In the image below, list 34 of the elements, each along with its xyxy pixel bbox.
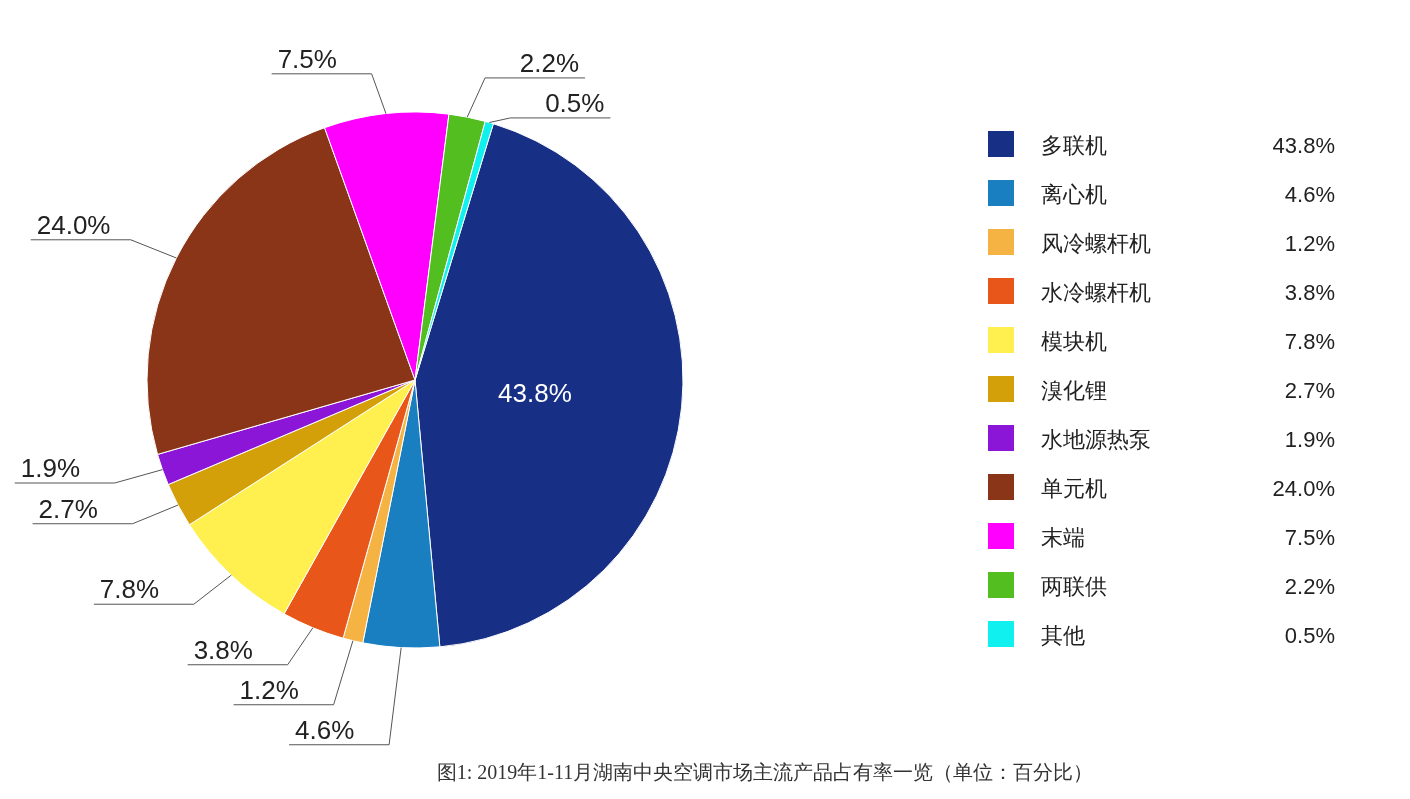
text: 43.8% — [1272, 133, 1335, 158]
data-label: 7.5% — [277, 43, 337, 74]
data-label: 2.2% — [519, 47, 580, 78]
data-label: 2.7% — [38, 493, 98, 524]
text: 图1: 2019年1-11月湖南中央空调市场主流产品占有率一览（单位：百分比） — [436, 761, 1094, 783]
text: 2.2% — [1284, 574, 1335, 599]
legend-label: 水地源热泵 — [1041, 427, 1151, 452]
legend-label: 水冷螺杆机 — [1041, 280, 1151, 305]
text: 2.7% — [1284, 378, 1335, 403]
text: 4.6% — [1284, 182, 1335, 207]
data-label: 1.2% — [239, 674, 299, 705]
data-label: 24.0% — [36, 209, 111, 240]
legend-label: 单元机 — [1041, 476, 1107, 501]
legend-label: 其他 — [1041, 623, 1085, 648]
text: 1.2% — [1284, 231, 1335, 256]
text: 0.5% — [1284, 623, 1335, 648]
legend-label: 风冷螺杆机 — [1041, 231, 1151, 256]
data-label: 1.9% — [20, 453, 80, 484]
text: 7.8% — [1284, 329, 1335, 354]
text: 1.9% — [1284, 427, 1335, 452]
legend-label: 两联供 — [1041, 574, 1107, 599]
data-label: 43.8% — [498, 378, 572, 409]
data-label: 3.8% — [193, 634, 253, 665]
text: 3.8% — [1284, 280, 1335, 305]
legend-label: 溴化锂 — [1041, 378, 1107, 403]
legend-label: 模块机 — [1041, 329, 1107, 354]
text: 24.0% — [1272, 476, 1335, 501]
legend-label: 离心机 — [1041, 182, 1107, 207]
data-label: 4.6% — [295, 714, 355, 745]
text: 7.5% — [1284, 525, 1335, 550]
legend-label: 多联机 — [1041, 133, 1107, 158]
data-label: 0.5% — [545, 87, 605, 118]
data-label: 7.8% — [99, 574, 160, 605]
legend-label: 末端 — [1041, 525, 1085, 550]
